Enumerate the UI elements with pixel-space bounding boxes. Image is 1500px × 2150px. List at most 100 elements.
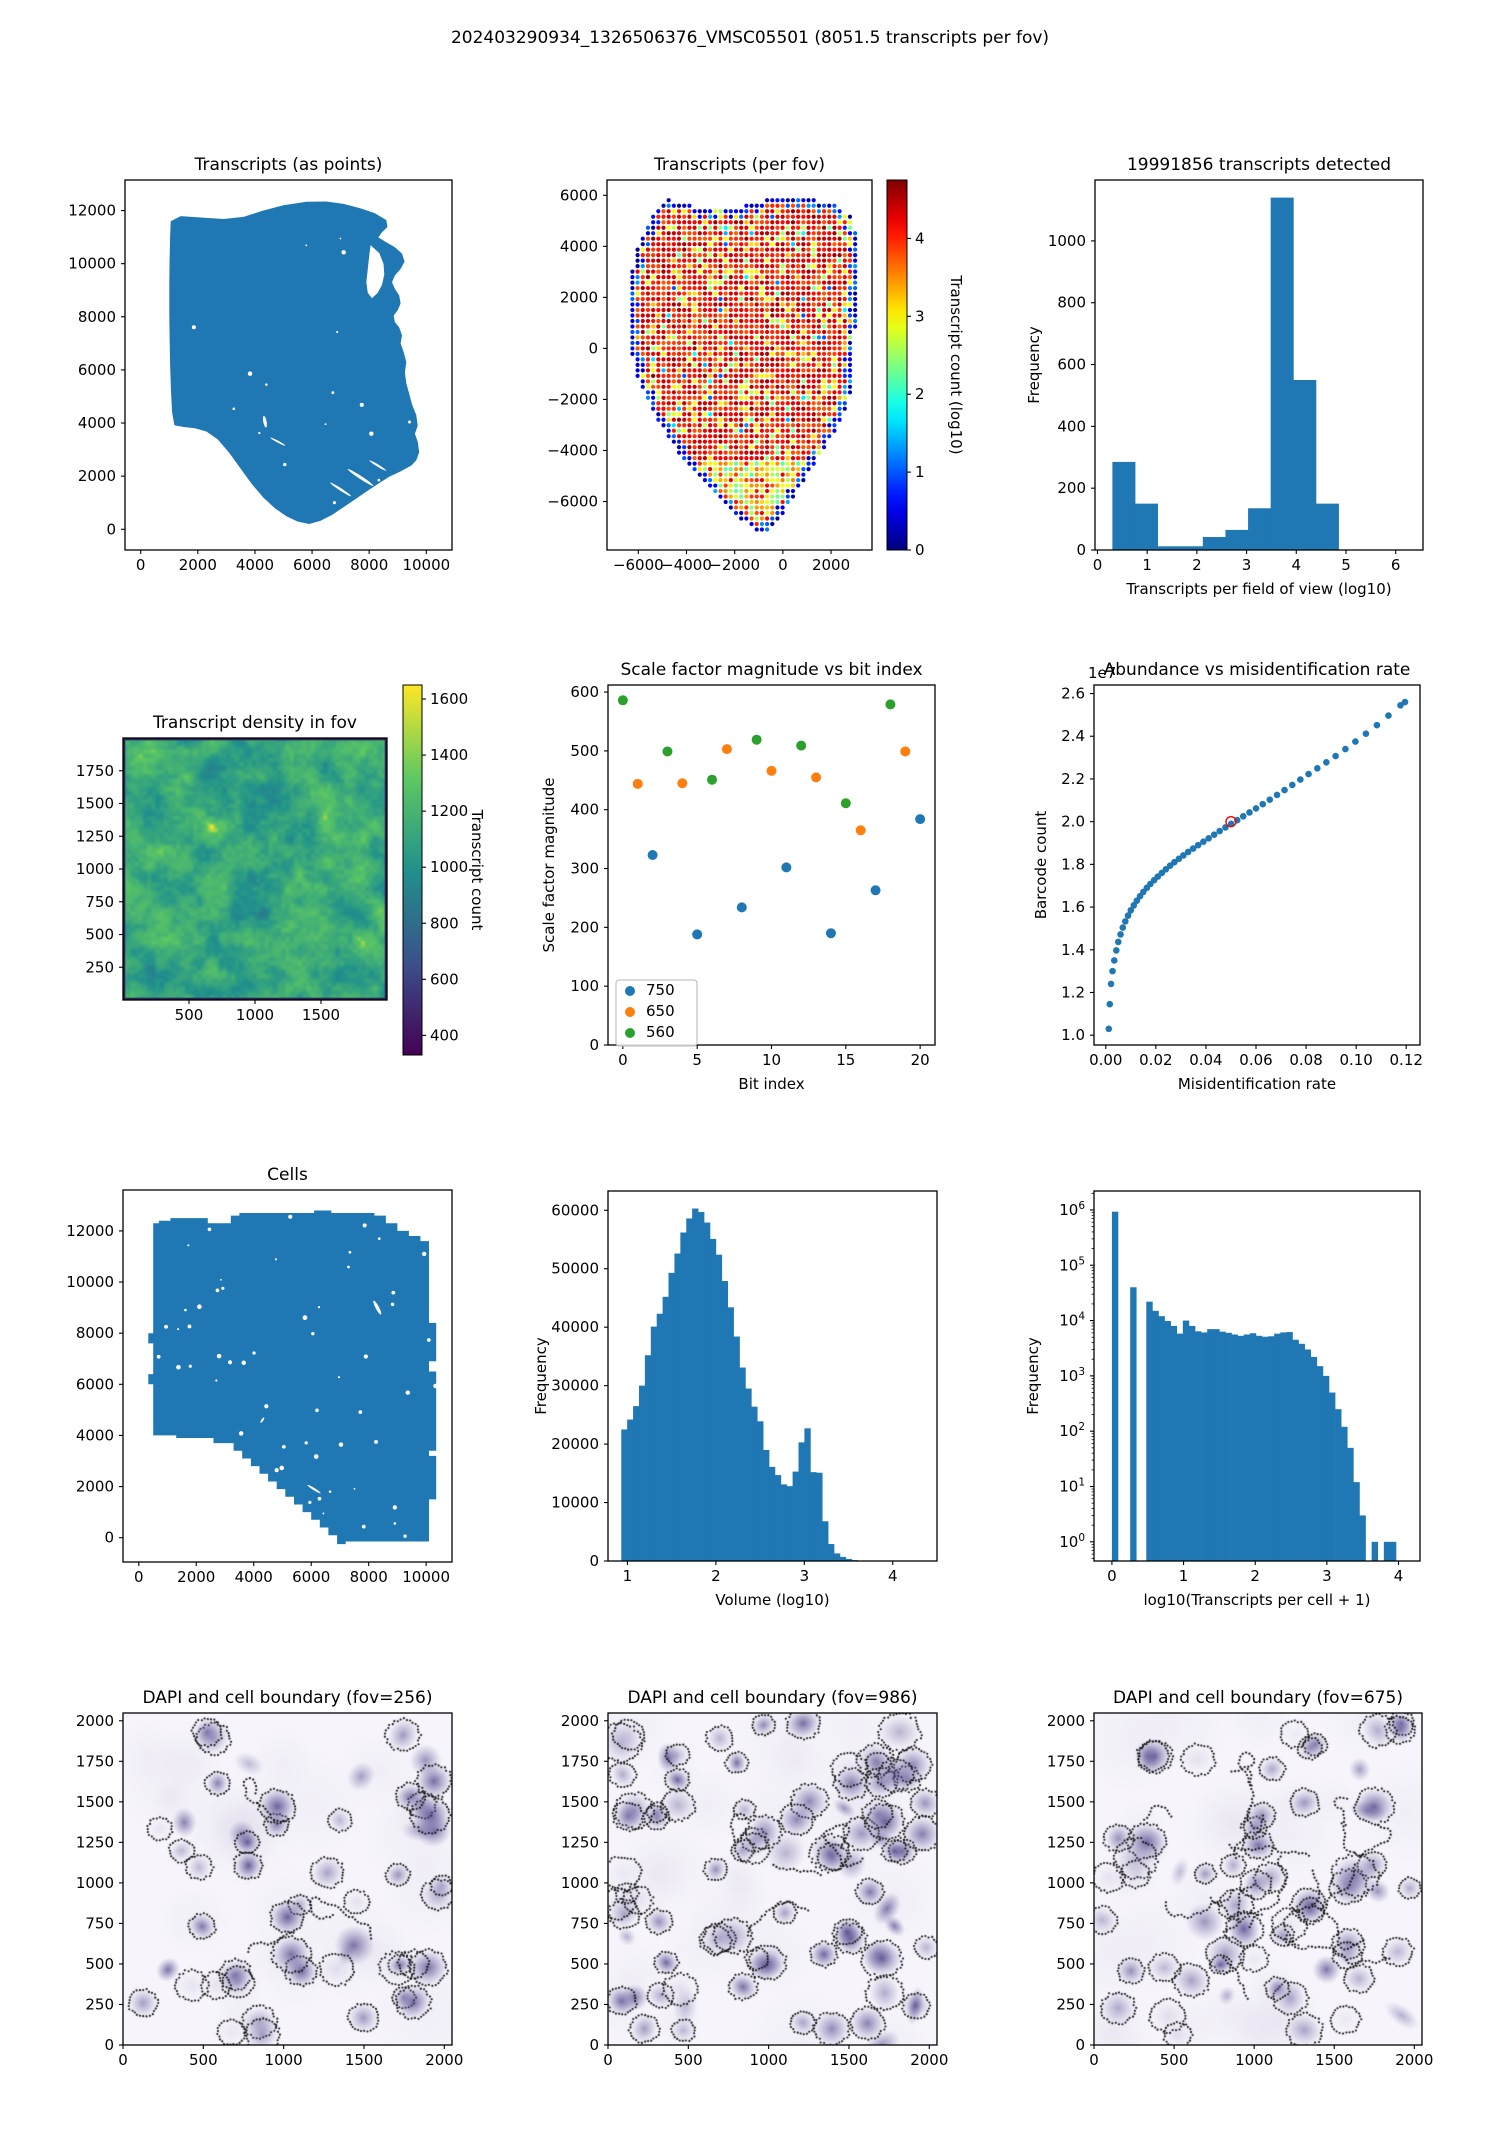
- svg-text:Frequency: Frequency: [1025, 326, 1043, 404]
- svg-text:8000: 8000: [350, 1568, 388, 1586]
- svg-text:0: 0: [589, 1036, 599, 1054]
- svg-text:1500: 1500: [345, 2051, 383, 2069]
- svg-text:1750: 1750: [76, 1752, 114, 1770]
- svg-text:19991856 transcripts detected: 19991856 transcripts detected: [1127, 155, 1391, 175]
- svg-text:1250: 1250: [1047, 1833, 1085, 1851]
- svg-text:1000: 1000: [750, 2051, 788, 2069]
- svg-text:10000: 10000: [66, 1273, 114, 1291]
- svg-text:500: 500: [570, 742, 599, 760]
- svg-text:10000: 10000: [68, 255, 116, 273]
- svg-text:560: 560: [646, 1023, 675, 1041]
- svg-text:2000: 2000: [76, 1478, 114, 1496]
- svg-text:50000: 50000: [551, 1260, 599, 1278]
- panel-transcripts-detected-hist: 0 1 2 3 4 5 6 0 200 400 600 800 1000 19991856 transcr…: [1025, 155, 1424, 598]
- svg-text:1750: 1750: [1047, 1752, 1085, 1770]
- svg-text:750: 750: [85, 893, 114, 911]
- svg-text:4000: 4000: [235, 1568, 273, 1586]
- svg-text:1500: 1500: [302, 1006, 340, 1024]
- svg-text:4: 4: [1394, 1567, 1404, 1585]
- svg-text:0: 0: [1076, 541, 1086, 559]
- svg-text:Transcripts (per fov): Transcripts (per fov): [653, 155, 825, 175]
- svg-text:400: 400: [430, 1026, 459, 1044]
- svg-text:3: 3: [1322, 1567, 1332, 1585]
- svg-text:400: 400: [1057, 417, 1086, 435]
- svg-text:6000: 6000: [292, 1568, 330, 1586]
- svg-text:750: 750: [570, 1914, 599, 1932]
- svg-text:1250: 1250: [76, 827, 114, 845]
- panel-dapi-fov-986: 0 500 1000 1500 2000 0 250 500 750 1000 1250 1500 17…: [561, 1688, 949, 2069]
- svg-text:250: 250: [1056, 1995, 1085, 2013]
- svg-text:0.08: 0.08: [1289, 1051, 1322, 1069]
- svg-text:4000: 4000: [560, 237, 598, 255]
- svg-text:4000: 4000: [76, 1426, 114, 1444]
- svg-text:104: 104: [1059, 1311, 1085, 1330]
- svg-text:Misidentification rate: Misidentification rate: [1178, 1075, 1336, 1093]
- svg-text:2000: 2000: [78, 467, 116, 485]
- svg-text:0.02: 0.02: [1139, 1051, 1172, 1069]
- svg-text:500: 500: [85, 926, 114, 944]
- svg-text:1250: 1250: [76, 1833, 114, 1851]
- svg-text:Transcripts (as points): Transcripts (as points): [194, 155, 383, 175]
- svg-text:1.6: 1.6: [1061, 898, 1085, 916]
- svg-text:1000: 1000: [1047, 1874, 1085, 1892]
- panel-transcript-density-fov: 400 600 800 1000 1200 1400 1600 Transcript coun…: [76, 684, 486, 1056]
- svg-text:2.6: 2.6: [1061, 685, 1085, 703]
- svg-text:6: 6: [1391, 556, 1401, 574]
- svg-text:DAPI and cell boundary (fov=98: DAPI and cell boundary (fov=986): [628, 1688, 918, 1708]
- panel-cells-shape: 0 2000 4000 6000 8000 10000 0 2000 4000 6000 8000 1…: [66, 1165, 453, 1586]
- svg-text:0: 0: [618, 1051, 628, 1069]
- svg-text:1.2: 1.2: [1061, 983, 1085, 1001]
- svg-text:8000: 8000: [78, 308, 116, 326]
- svg-text:2000: 2000: [910, 2051, 948, 2069]
- svg-text:200: 200: [570, 918, 599, 936]
- svg-text:Frequency: Frequency: [532, 1337, 550, 1415]
- svg-text:Abundance vs misidentification: Abundance vs misidentification rate: [1104, 660, 1411, 680]
- svg-text:20000: 20000: [551, 1435, 599, 1453]
- svg-text:300: 300: [570, 860, 599, 878]
- svg-text:5: 5: [692, 1051, 702, 1069]
- svg-text:1: 1: [915, 463, 925, 481]
- svg-text:0.10: 0.10: [1339, 1051, 1372, 1069]
- svg-text:2000: 2000: [425, 2051, 463, 2069]
- svg-text:600: 600: [570, 683, 599, 701]
- svg-text:0: 0: [588, 339, 598, 357]
- svg-text:1: 1: [623, 1567, 633, 1585]
- figure-title: 202403290934_1326506376_VMSC05501 (8051.…: [450, 28, 1050, 48]
- svg-text:1e7: 1e7: [1088, 664, 1116, 682]
- svg-text:4000: 4000: [78, 414, 116, 432]
- svg-text:500: 500: [570, 1955, 599, 1973]
- svg-text:−4000: −4000: [547, 441, 598, 459]
- svg-text:2000: 2000: [177, 1568, 215, 1586]
- svg-text:0: 0: [603, 2051, 613, 2069]
- svg-text:1000: 1000: [430, 858, 468, 876]
- svg-text:−6000: −6000: [613, 556, 664, 574]
- svg-text:2000: 2000: [560, 288, 598, 306]
- panel-transcripts-points: 0 2000 4000 6000 8000 10000 0 2000 4000 6000 8000 1…: [68, 155, 453, 574]
- svg-text:6000: 6000: [76, 1375, 114, 1393]
- svg-text:2: 2: [1192, 556, 1202, 574]
- svg-text:0: 0: [134, 1568, 144, 1586]
- svg-text:0: 0: [136, 556, 146, 574]
- svg-text:600: 600: [430, 970, 459, 988]
- svg-text:1750: 1750: [76, 762, 114, 780]
- svg-text:500: 500: [674, 2051, 703, 2069]
- svg-text:2.0: 2.0: [1061, 813, 1085, 831]
- svg-text:4: 4: [1291, 556, 1301, 574]
- svg-text:Scale factor magnitude vs bit: Scale factor magnitude vs bit index: [620, 660, 922, 680]
- svg-text:1500: 1500: [76, 795, 114, 813]
- svg-text:6000: 6000: [78, 361, 116, 379]
- svg-text:15: 15: [836, 1051, 855, 1069]
- svg-text:0.04: 0.04: [1189, 1051, 1222, 1069]
- svg-text:2: 2: [1250, 1567, 1260, 1585]
- panel-dapi-fov-256: 0 500 1000 1500 2000 0 250 500 750 1000 1250 1500 17…: [76, 1688, 464, 2069]
- svg-text:2000: 2000: [1047, 1712, 1085, 1730]
- svg-text:1500: 1500: [76, 1793, 114, 1811]
- svg-text:2000: 2000: [1395, 2051, 1433, 2069]
- svg-text:8000: 8000: [76, 1324, 114, 1342]
- svg-text:102: 102: [1059, 1421, 1085, 1440]
- svg-text:1: 1: [1179, 1567, 1189, 1585]
- svg-text:30000: 30000: [551, 1377, 599, 1395]
